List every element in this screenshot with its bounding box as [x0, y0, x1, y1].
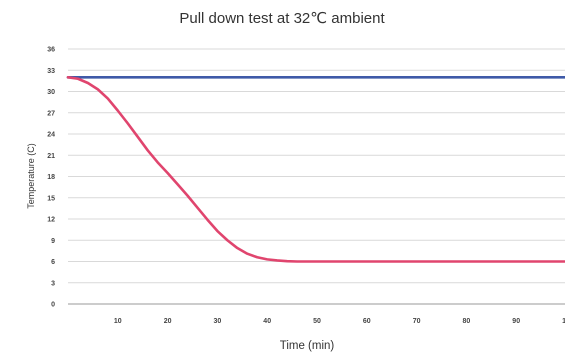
x-tick-label: 70: [413, 318, 421, 325]
x-axis-ticks: 10 20 30 40 50 60 70 80 90 10: [114, 318, 565, 325]
y-tick-label: 15: [47, 195, 55, 202]
x-tick-label: 60: [363, 318, 371, 325]
y-tick-label: 6: [51, 259, 55, 266]
x-tick-label: 80: [463, 318, 471, 325]
series-layer: [66, 76, 565, 263]
x-tick-label: 90: [512, 318, 520, 325]
y-tick-label: 27: [47, 110, 55, 117]
chart-title: Pull down test at 32℃ ambient: [179, 10, 385, 27]
x-tick-label: 30: [214, 318, 222, 325]
y-tick-label: 3: [51, 280, 55, 287]
y-tick-label: 24: [47, 132, 55, 139]
y-tick-label: 21: [47, 153, 55, 160]
x-tick-label: 50: [313, 318, 321, 325]
x-tick-label: 20: [164, 318, 172, 325]
x-tick-label: 40: [263, 318, 271, 325]
x-tick-label: 10: [114, 318, 122, 325]
y-axis-label: Temperature (C): [26, 143, 36, 209]
pull-down-series-line: [66, 76, 565, 263]
x-tick-label: 10: [562, 318, 565, 325]
y-tick-label: 33: [47, 68, 55, 75]
y-tick-label: 12: [47, 217, 55, 224]
x-axis-label: Time (min): [280, 340, 335, 352]
y-tick-label: 36: [47, 47, 55, 54]
y-tick-label: 0: [51, 302, 55, 309]
y-tick-label: 9: [51, 238, 55, 245]
grid-lines: [68, 48, 565, 305]
y-tick-label: 18: [47, 174, 55, 181]
y-tick-label: 30: [47, 89, 55, 96]
